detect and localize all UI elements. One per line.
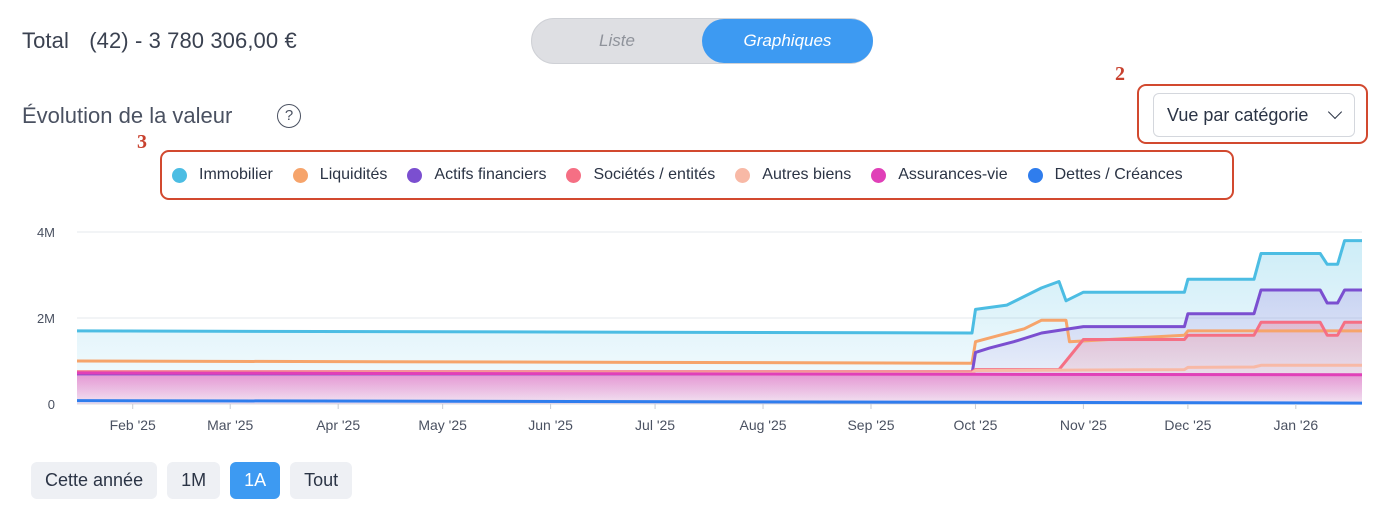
x-tick-label: Aug '25 — [740, 417, 787, 433]
legend-label: Actifs financiers — [434, 166, 547, 183]
series-line — [76, 318, 1362, 365]
total-label: Total — [22, 28, 69, 53]
legend-dot-icon — [735, 167, 751, 183]
legend-dot-icon — [292, 167, 308, 183]
legend-label: Assurances-vie — [898, 166, 1008, 183]
x-tick-label: Jul '25 — [635, 417, 675, 433]
legend-dot-icon — [871, 167, 887, 183]
portfolio-total: Total (42) - 3 780 306,00 € — [22, 28, 297, 54]
range-1m-button[interactable]: 1M — [167, 462, 221, 499]
legend-dot-icon — [172, 167, 187, 183]
category-view-select[interactable]: Vue par catégorie — [1153, 93, 1355, 137]
x-tick-label: Oct '25 — [953, 417, 997, 433]
x-tick-label: Sep '25 — [847, 417, 894, 433]
y-tick-label: 0 — [48, 397, 55, 412]
range-all-button[interactable]: Tout — [290, 462, 353, 499]
x-tick-label: May '25 — [418, 417, 467, 433]
chart-legend: Immobilier Liquidités Actifs financiers Soc… — [172, 163, 1183, 187]
legend-item[interactable]: Autres biens — [735, 166, 851, 184]
y-tick-label: 2M — [37, 311, 55, 326]
legend-item[interactable]: Immobilier — [172, 166, 273, 184]
legend-item[interactable]: Dettes / Créances — [1027, 166, 1183, 184]
legend-dot-icon — [566, 167, 582, 183]
chevron-down-icon — [1327, 104, 1343, 120]
series-line — [77, 363, 1362, 375]
annotation-number-2: 2 — [1115, 63, 1125, 85]
x-tick-label: Jun '25 — [528, 417, 573, 433]
toggle-graphiques[interactable]: Graphiques — [702, 19, 873, 63]
legend-item[interactable]: Assurances-vie — [871, 166, 1008, 184]
x-tick-label: Dec '25 — [1164, 417, 1211, 433]
series-area — [77, 373, 1362, 404]
legend-label: Sociétés / entités — [593, 166, 716, 183]
range-this-year-button[interactable]: Cette année — [31, 462, 158, 499]
toggle-liste[interactable]: Liste — [599, 31, 635, 50]
view-toggle[interactable]: Liste Graphiques — [531, 18, 873, 64]
x-tick-label: Mar '25 — [207, 417, 253, 433]
legend-label: Immobilier — [199, 166, 273, 183]
range-1a-button[interactable]: 1A — [230, 462, 281, 499]
annotation-box-3 — [160, 150, 1234, 200]
x-tick-label: Apr '25 — [316, 417, 360, 433]
annotation-number-3: 3 — [137, 131, 147, 153]
series-line — [76, 239, 1362, 335]
legend-item[interactable]: Actifs financiers — [407, 166, 546, 184]
range-selector: Cette année 1M 1A Tout — [31, 462, 362, 499]
legend-label: Autres biens — [762, 166, 852, 183]
legend-dot-icon — [407, 167, 423, 183]
legend-item[interactable]: Sociétés / entités — [566, 166, 715, 184]
total-value: (42) - 3 780 306,00 € — [89, 28, 297, 53]
series-line — [77, 288, 1362, 376]
annotation-box-2 — [1137, 84, 1368, 144]
section-title: Évolution de la valeur — [22, 103, 233, 128]
value-evolution-chart: 0 2M 4M Feb '25 Mar '25 Apr '25 May '25 Jun '2… — [37, 225, 1363, 433]
series-line — [76, 399, 1363, 405]
series-line — [76, 371, 1363, 377]
category-view-select-value: Vue par catégorie — [1167, 105, 1309, 125]
legend-dot-icon — [1027, 167, 1043, 183]
y-tick-label: 4M — [37, 225, 55, 240]
legend-item[interactable]: Liquidités — [292, 166, 388, 184]
x-tick-label: Nov '25 — [1060, 417, 1107, 433]
legend-label: Liquidités — [319, 166, 388, 183]
x-tick-label: Jan '26 — [1273, 417, 1318, 433]
legend-label: Dettes / Créances — [1054, 166, 1183, 183]
help-icon[interactable]: ? — [277, 104, 301, 128]
x-tick-label: Feb '25 — [110, 417, 156, 433]
